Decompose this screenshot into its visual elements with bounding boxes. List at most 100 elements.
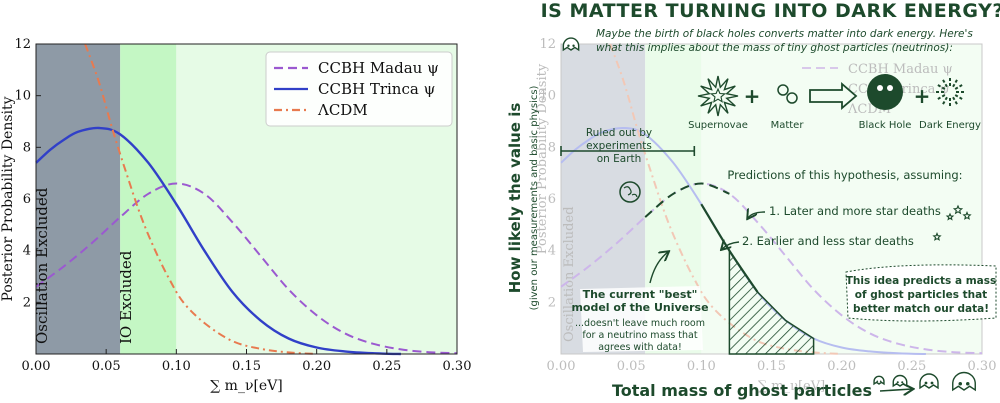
series-line-2 [84, 43, 317, 355]
legend: CCBH Madau ψ CCBH Trinca ψ ΛCDM [265, 51, 453, 127]
matter-icon [777, 84, 789, 96]
faded-x-tick-label: 0.10 [687, 359, 716, 374]
faded-legend-entry-0: CCBH Madau ψ [848, 62, 953, 77]
y-tick-label: 4 [23, 244, 31, 259]
ghost-icon [892, 374, 908, 388]
ghost-icon-eye [966, 382, 970, 386]
best-model-note-0: ...doesn't leave much room [575, 318, 705, 329]
faded-x-axis-label: ∑ m_ν[eV] [758, 379, 825, 394]
ghost-icon-eye [901, 381, 904, 384]
star-icon [962, 211, 972, 220]
series-line-1 [35, 126, 401, 356]
prediction-1: 1. Later and more star deaths [769, 204, 941, 218]
y-axis-label: Posterior Probability Density [0, 96, 16, 301]
dark-energy-icon [941, 78, 948, 88]
ghost-icon [919, 373, 939, 390]
x-axis-arrow [879, 389, 912, 391]
legend-entry-1: CCBH Trinca ψ [318, 80, 435, 98]
faded-y-tick-label: 12 [539, 37, 556, 52]
faded-x-tick-label: 0.30 [968, 359, 997, 374]
y-axis-sublabel: (given our measurements and basic physic… [529, 85, 540, 310]
black-hole-eye [887, 85, 893, 91]
legend-entry-0: CCBH Madau ψ [318, 59, 439, 77]
prediction-2: 2. Earlier and less star deaths [742, 234, 914, 248]
faded-x-tick-label: 0.05 [617, 359, 646, 374]
y-tick-label: 10 [14, 89, 31, 104]
dark-energy-icon [936, 83, 946, 90]
ruled-out-line-1: experiments [586, 140, 652, 152]
ghost-icon-eye [930, 381, 934, 385]
faded-region-label: Oscillation Excluded [562, 206, 577, 342]
best-model-line-1: model of the Universe [571, 301, 708, 314]
predicts-line-1: of ghost particles that [855, 289, 987, 301]
faded-series-line-0 [560, 182, 983, 355]
supernova-core-icon [709, 87, 727, 103]
faded-y-tick-label: 6 [548, 192, 556, 207]
y-axis-label: How likely the value is [506, 103, 524, 294]
ghost-icon-eye [958, 382, 962, 386]
region-label-1: IO Excluded [117, 250, 135, 344]
predicts-line-0: This idea predicts a mass [846, 275, 996, 287]
dark-energy-icon [954, 94, 964, 101]
icon-label-2: Black Hole [859, 120, 912, 131]
icon-label-0: Supernovae [688, 120, 748, 131]
dark-energy-icon [941, 96, 948, 106]
ruled-out-bracket [560, 146, 696, 156]
faded-y-tick-label: 10 [539, 89, 556, 104]
big-arrow-icon [809, 82, 858, 110]
dark-energy-icon [952, 96, 959, 106]
earth-icon-continents [623, 186, 638, 198]
legend-box [265, 51, 453, 127]
region-label-0: Oscillation Excluded [33, 187, 51, 344]
ghost-icon-eye [896, 381, 899, 384]
ghost-icon [952, 371, 976, 392]
prediction-overlay-later [644, 182, 730, 218]
best-model-note-2: agrees with data! [598, 342, 682, 353]
predicts-box [845, 264, 997, 322]
ghost-icon [562, 37, 580, 52]
y-tick-label: 2 [23, 295, 31, 310]
faded-x-tick-label: 0.20 [827, 359, 856, 374]
best-model-line-0: The current "best" [583, 288, 698, 301]
x-axis-label: Total mass of ghost particles [612, 381, 872, 400]
plus-icon: + [744, 84, 761, 108]
dark-energy-icon [954, 83, 964, 90]
faded-y-axis-label: Posterior Probability Density [535, 63, 550, 254]
x-tick-label: 0.30 [443, 359, 472, 374]
intro-line-1: what this implies about the mass of tiny… [596, 42, 953, 54]
x-tick-label: 0.20 [302, 359, 331, 374]
ruled-out-line-2: on Earth [597, 153, 642, 165]
ghost-icon-eye [924, 381, 928, 385]
right-chart: 0.00 0.05 0.10 0.15 0.20 0.25 0.30 2 4 6 8 10 12 ∑ m_… [506, 0, 1000, 400]
faded-x-tick-label: 0.15 [757, 359, 786, 374]
y-tick-label: 12 [14, 37, 31, 52]
supernova-icon [697, 75, 739, 117]
predicts-line-2: better match our data! [853, 303, 989, 315]
x-axis-label: ∑ m_ν[eV] [210, 378, 283, 394]
y-tick-label: 6 [23, 192, 31, 207]
series-line-0 [35, 182, 458, 355]
x-tick-label: 0.25 [372, 359, 401, 374]
ghost-icon-eye [879, 380, 882, 383]
icon-label-3: Dark Energy [919, 120, 981, 131]
best-model-note-1: for a neutrino mass that [582, 330, 697, 341]
prediction-2-arrow [722, 242, 740, 249]
x-tick-label: 0.10 [162, 359, 191, 374]
star-icon [945, 212, 955, 221]
intro-line-0: Maybe the birth of black holes converts … [596, 28, 973, 40]
predictions-title: Predictions of this hypothesis, assuming… [727, 168, 962, 182]
faded-y-tick-label: 8 [548, 140, 556, 155]
ghost-icon [873, 375, 885, 386]
ghost-icon-eye [567, 44, 570, 47]
faded-y-tick-label: 2 [548, 295, 556, 310]
best-model-box [580, 286, 703, 352]
matter-icon [786, 92, 798, 104]
x-tick-label: 0.00 [22, 359, 51, 374]
faded-series-line-2 [609, 43, 842, 355]
best-model-arrow [649, 252, 668, 284]
x-tick-label: 0.05 [92, 359, 121, 374]
region-band-1 [120, 44, 177, 354]
y-tick-label: 8 [23, 140, 31, 155]
earth-icon [619, 181, 641, 203]
